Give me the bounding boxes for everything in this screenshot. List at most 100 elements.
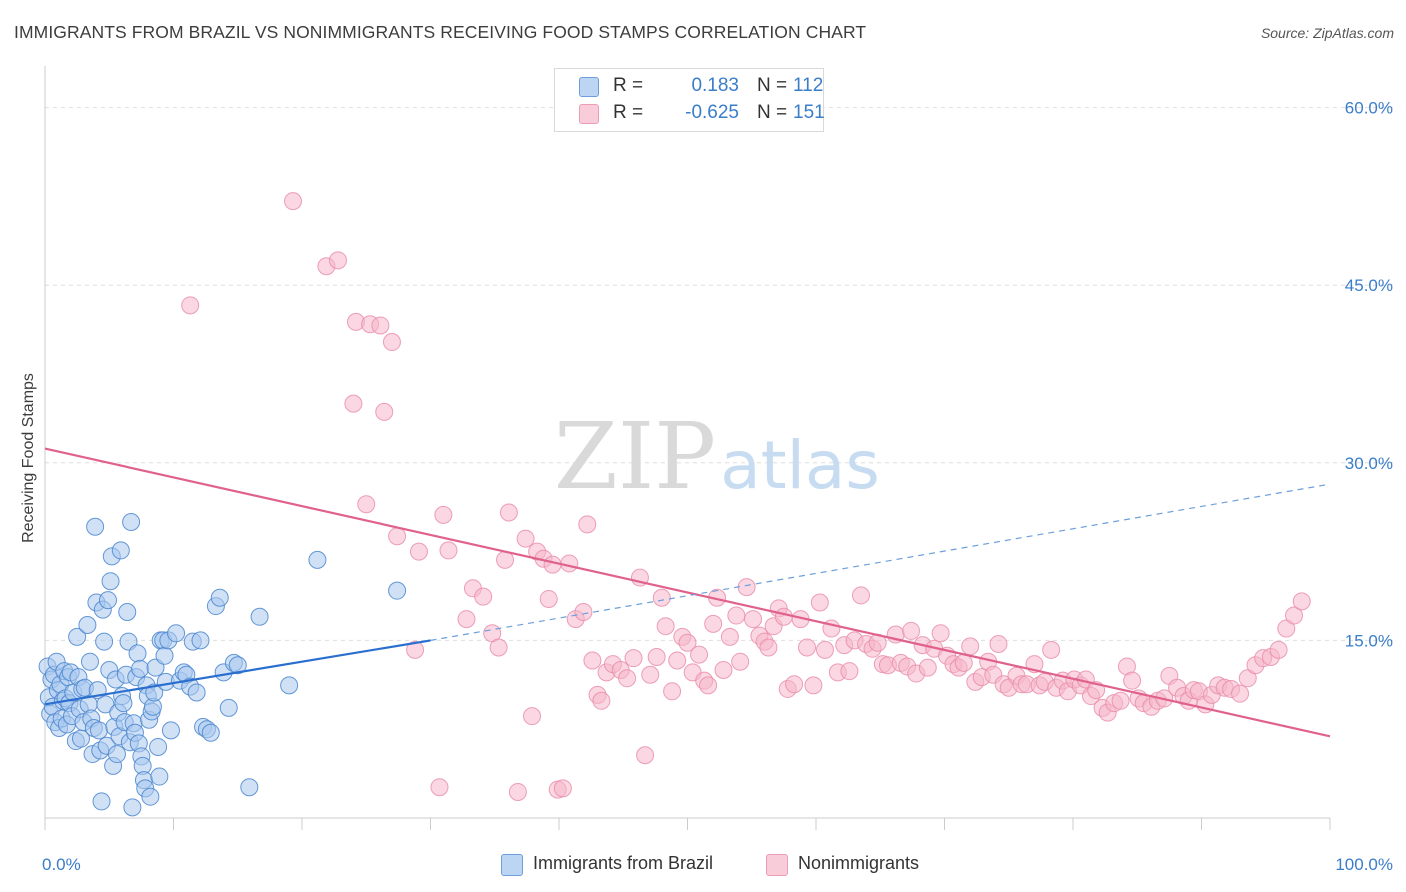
watermark-atlas: atlas (720, 427, 880, 504)
point-nonimmigrants (714, 661, 733, 679)
point-nonimmigrants (1292, 592, 1311, 611)
point-nonimmigrants (720, 627, 739, 646)
point-nonimmigrants (371, 316, 390, 335)
point-nonimmigrants (704, 614, 723, 633)
point-nonimmigrants (434, 505, 453, 524)
point-brazil (219, 698, 238, 717)
point-brazil (128, 644, 147, 663)
point-nonimmigrants (508, 782, 527, 801)
point-nonimmigrants (523, 707, 542, 726)
r-key: R = (613, 75, 644, 96)
point-brazil (167, 624, 186, 643)
point-brazil (308, 550, 327, 569)
point-brazil (187, 683, 206, 702)
point-brazil (95, 632, 114, 651)
point-nonimmigrants (1269, 640, 1288, 659)
point-nonimmigrants (641, 665, 660, 684)
legend-swatch-brazil (579, 77, 599, 97)
y-tick-label: 30.0% (1345, 454, 1393, 473)
point-nonimmigrants (840, 662, 859, 681)
point-nonimmigrants (744, 610, 763, 629)
point-brazil (150, 767, 169, 786)
point-nonimmigrants (344, 394, 363, 413)
grid (45, 107, 1395, 641)
point-brazil (250, 607, 269, 626)
point-brazil (280, 676, 299, 695)
point-brazil (145, 683, 164, 702)
x-tick-label: 0.0% (42, 855, 81, 874)
point-nonimmigrants (902, 621, 921, 640)
series-legend: Immigrants from Brazil Nonimmigrants (0, 852, 1406, 878)
point-brazil (141, 787, 160, 806)
point-nonimmigrants (560, 554, 579, 573)
n-value: 112 (793, 75, 824, 96)
point-brazil (123, 798, 142, 817)
point-brazil (191, 631, 210, 650)
point-nonimmigrants (406, 640, 425, 659)
y-tick-label: 15.0% (1345, 631, 1393, 650)
point-nonimmigrants (516, 529, 535, 548)
point-nonimmigrants (731, 652, 750, 671)
n-value: 151 (793, 102, 825, 123)
point-brazil (210, 588, 229, 607)
source-note: Source: ZipAtlas.com (1260, 25, 1394, 41)
point-nonimmigrants (388, 527, 407, 546)
watermark-zip: ZIP (554, 403, 716, 510)
trend-line-brazil-extrapolated (430, 483, 1331, 641)
point-nonimmigrants (375, 402, 394, 421)
point-nonimmigrants (636, 746, 655, 765)
point-nonimmigrants (583, 651, 602, 670)
point-brazil (80, 652, 99, 671)
point-nonimmigrants (457, 610, 476, 629)
point-nonimmigrants (1042, 640, 1061, 659)
r-value: 0.183 (691, 75, 739, 96)
point-brazil (107, 745, 126, 764)
correlation-legend: R = 0.183 N = 112 R = -0.625 N = 151 (554, 68, 825, 132)
point-brazil (149, 737, 168, 756)
point-brazil (161, 721, 180, 740)
point-nonimmigrants (785, 675, 804, 694)
chart-title: IMMIGRANTS FROM BRAZIL VS NONIMMIGRANTS … (14, 22, 867, 42)
r-value: -0.625 (685, 102, 739, 123)
point-nonimmigrants (382, 333, 401, 352)
point-nonimmigrants (284, 192, 303, 211)
point-brazil (101, 572, 120, 591)
point-nonimmigrants (647, 647, 666, 666)
point-nonimmigrants (804, 676, 823, 695)
point-brazil (114, 694, 133, 713)
point-brazil (155, 646, 174, 665)
legend-label-nonimmigrants: Nonimmigrants (798, 853, 920, 873)
point-nonimmigrants (727, 606, 746, 625)
point-brazil (201, 723, 220, 742)
point-nonimmigrants (656, 617, 675, 636)
point-nonimmigrants (592, 691, 611, 710)
trend-line-nonimmigrants (44, 447, 1331, 738)
point-nonimmigrants (578, 515, 597, 534)
point-brazil (89, 721, 108, 740)
point-nonimmigrants (409, 542, 428, 561)
series-immigrants-from-brazil (38, 513, 407, 817)
point-nonimmigrants (181, 296, 200, 315)
tick-labels: 15.0% 30.0% 45.0% 60.0% 0.0% 100.0% (42, 99, 1393, 874)
point-nonimmigrants (1111, 691, 1130, 710)
point-nonimmigrants (678, 633, 697, 652)
point-nonimmigrants (737, 578, 756, 597)
point-nonimmigrants (357, 495, 376, 514)
point-nonimmigrants (430, 778, 449, 797)
series-nonimmigrants (181, 192, 1311, 801)
point-nonimmigrants (668, 651, 687, 670)
point-brazil (240, 778, 259, 797)
point-nonimmigrants (690, 645, 709, 664)
watermark: ZIP atlas (554, 403, 880, 510)
point-nonimmigrants (652, 588, 671, 607)
point-brazil (388, 581, 407, 600)
trend-lines (44, 447, 1331, 738)
point-brazil (78, 616, 97, 635)
legend-swatch-nonimmigrants (579, 104, 599, 124)
point-nonimmigrants (539, 589, 558, 608)
point-brazil (96, 695, 115, 714)
point-nonimmigrants (1231, 684, 1250, 703)
point-nonimmigrants (489, 638, 508, 657)
point-nonimmigrants (918, 658, 937, 677)
